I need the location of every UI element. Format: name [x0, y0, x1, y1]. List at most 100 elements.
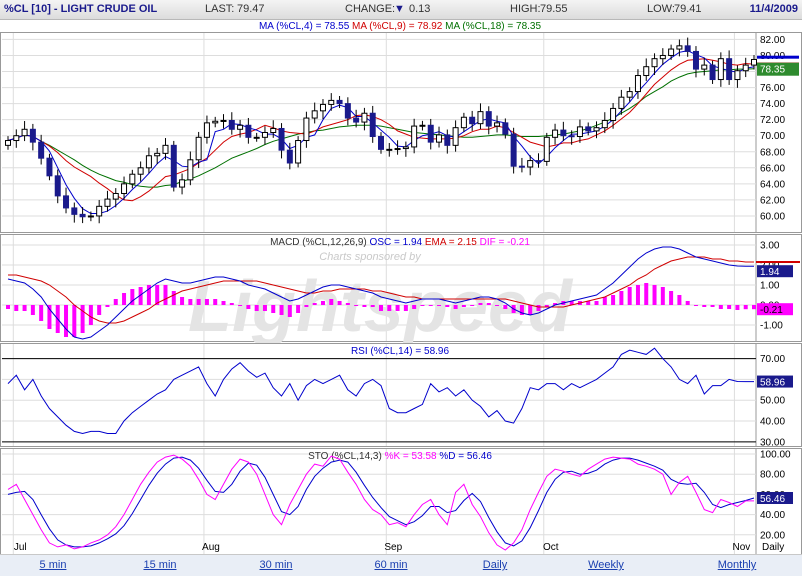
nav-monthly[interactable]: Monthly [717, 559, 757, 571]
macd-histogram-bar [470, 305, 475, 306]
candle-body [13, 135, 20, 142]
candle-body [452, 127, 459, 146]
change-value: 0.13 [409, 3, 431, 15]
macd-axis-tick-label: 1.00 [760, 281, 780, 292]
macd-histogram-bar [287, 305, 292, 317]
x-axis-period-label: Daily [762, 542, 784, 553]
macd-histogram-bar [196, 299, 201, 305]
macd-histogram-bar [685, 301, 690, 305]
last-label: LAST: [205, 3, 235, 15]
candle-body [137, 167, 144, 175]
macd-ema-line [8, 256, 754, 324]
osc-value-tag-bg [757, 265, 793, 278]
sto-value-tag: 56.46 [760, 494, 785, 505]
rsi-value-tag-bg [757, 375, 793, 388]
macd-histogram-bar [163, 285, 168, 305]
candle-body [170, 144, 177, 188]
macd-histogram-bar [395, 305, 400, 311]
interval-nav: 5 min 15 min 30 min 60 min Daily Weekly … [0, 554, 802, 576]
macd-histogram-bar [387, 305, 392, 311]
rsi-line [7, 347, 754, 435]
candle-body [518, 165, 525, 168]
candle-body [270, 127, 277, 133]
candle-body [328, 99, 335, 105]
macd-histogram-bar [213, 299, 218, 305]
sto-axis-tick-label: 100.00 [760, 450, 791, 461]
candle-body [295, 140, 302, 164]
candle-body [626, 91, 633, 98]
macd-histogram-bar [354, 305, 359, 306]
rsi-panel-frame [0, 343, 802, 447]
candle-body [427, 124, 434, 143]
candle-body [286, 149, 293, 164]
price-axis-tick-label: 70.00 [760, 131, 785, 142]
candle-body [568, 135, 575, 138]
macd-histogram-bar [752, 305, 756, 310]
macd-histogram-bar [710, 305, 715, 307]
macd-histogram-bar [238, 305, 243, 306]
macd-histogram-bar [47, 305, 52, 329]
macd-histogram-bar [644, 283, 649, 305]
candle-body [742, 64, 749, 72]
macd-osc-line [7, 246, 754, 340]
macd-histogram-bar [652, 285, 657, 305]
candle-body [510, 133, 517, 167]
macd-histogram-bar [519, 305, 524, 315]
candle-body [717, 58, 724, 81]
x-axis-month-label: Oct [543, 542, 559, 553]
macd-axis-tick-label: -1.00 [760, 321, 783, 332]
candle-body [261, 132, 268, 138]
sponsor-text: Charts sponsored by [319, 251, 422, 263]
macd-histogram-bar [611, 295, 616, 305]
candle-body [419, 124, 426, 127]
macd-histogram-bar [528, 305, 533, 315]
ma9-line [7, 58, 755, 202]
candle-body [709, 64, 716, 81]
price-axis-tick-label: 68.00 [760, 147, 785, 158]
macd-histogram-bar [254, 305, 259, 311]
macd-histogram-bar [370, 305, 375, 307]
ma4-axis-marker [757, 55, 799, 59]
candle-body [668, 48, 675, 56]
candle-body [353, 117, 360, 123]
nav-daily[interactable]: Daily [482, 559, 508, 571]
down-arrow-icon: ▼ [394, 3, 405, 15]
candle-body [369, 112, 376, 138]
macd-histogram-bar [544, 305, 549, 307]
macd-histogram-bar [296, 305, 301, 313]
candle-body [29, 128, 36, 143]
candle-body [411, 125, 418, 148]
candle-body [5, 140, 11, 146]
nav-5-min[interactable]: 5 min [39, 559, 67, 571]
symbol-title: %CL [10] - LIGHT CRUDE OIL [4, 3, 158, 15]
low-label: LOW: [647, 3, 675, 15]
candle-body [187, 159, 194, 181]
macd-histogram-bar [428, 305, 433, 306]
macd-histogram-bar [130, 289, 135, 305]
nav-60-min[interactable]: 60 min [374, 559, 408, 571]
candle-body [610, 107, 617, 121]
candle-body [444, 134, 451, 146]
candle-body [527, 160, 534, 168]
macd-histogram-bar [6, 305, 10, 309]
candle-body [477, 111, 484, 125]
candle-body [87, 215, 94, 218]
nav-30-min[interactable]: 30 min [259, 559, 293, 571]
candle-body [21, 128, 28, 137]
nav-weekly[interactable]: Weekly [588, 559, 624, 571]
macd-histogram-bar [437, 305, 442, 306]
candle-body [96, 205, 103, 217]
candle-body [560, 129, 567, 137]
macd-histogram-bar [345, 303, 350, 305]
last-value: 79.47 [237, 3, 265, 15]
macd-histogram-bar [88, 305, 93, 325]
candle-body [734, 70, 741, 81]
macd-histogram-bar [64, 305, 69, 337]
nav-15-min[interactable]: 15 min [143, 559, 177, 571]
candle-body [684, 45, 691, 52]
candle-body [344, 103, 351, 119]
candle-body [121, 183, 128, 194]
macd-histogram-bar [735, 305, 740, 310]
x-axis-month-label: Jul [14, 542, 27, 553]
price-legend: MA (%CL,4) = 78.55 MA (%CL,9) = 78.92 MA… [259, 21, 542, 32]
